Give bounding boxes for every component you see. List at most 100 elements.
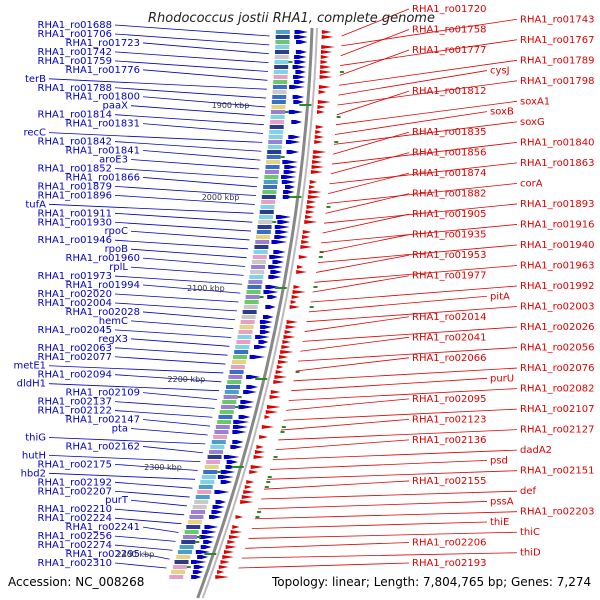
right-label-connector — [312, 275, 410, 293]
cog-band-mark — [261, 200, 276, 204]
left-label-connector — [114, 87, 267, 99]
reverse-strand-gene-mark — [220, 480, 226, 484]
left-label-connector — [114, 347, 228, 356]
forward-strand-gene-mark — [269, 395, 282, 399]
reverse-strand-gene-mark — [240, 400, 246, 404]
kbp-marker: 2300 kbp — [144, 463, 182, 472]
reverse-strand-gene-mark — [267, 295, 273, 299]
cog-band-mark — [229, 370, 244, 374]
feature-tick-mark — [339, 71, 344, 73]
forward-strand-gene-mark — [240, 500, 254, 504]
forward-strand-gene-mark — [291, 295, 300, 299]
forward-strand-gene-mark — [230, 530, 243, 534]
cog-band-mark — [274, 65, 289, 69]
left-label-connector — [142, 553, 170, 560]
cog-band-mark — [264, 175, 279, 179]
forward-strand-gene-mark — [305, 210, 315, 214]
forward-strand-gene-mark — [319, 75, 333, 79]
left-label-connector — [114, 401, 215, 409]
left-label-connector — [114, 239, 249, 250]
left-gene-label: hutH — [22, 450, 46, 461]
right-gene-label: thiD — [520, 548, 541, 559]
cog-band-mark — [271, 105, 286, 109]
forward-strand-gene-mark — [215, 575, 229, 579]
reverse-strand-gene-mark — [194, 560, 207, 564]
cog-band-mark — [269, 125, 284, 129]
cog-band-mark — [275, 40, 290, 44]
cog-band-mark — [255, 240, 270, 244]
reverse-strand-gene-mark — [225, 465, 231, 469]
cog-band-mark — [253, 250, 268, 254]
reverse-strand-gene-mark — [255, 335, 261, 339]
forward-strand-gene-mark — [310, 170, 323, 174]
forward-strand-gene-mark — [321, 45, 335, 49]
forward-strand-gene-mark — [305, 215, 314, 219]
cog-band-mark — [266, 155, 281, 159]
left-label-connector — [130, 320, 234, 329]
reverse-strand-gene-mark — [265, 285, 271, 289]
reverse-strand-gene-mark — [230, 460, 239, 464]
reverse-strand-gene-mark — [237, 420, 250, 424]
reverse-strand-gene-mark — [290, 150, 300, 154]
right-label-connector — [283, 408, 518, 421]
reverse-strand-gene-mark — [234, 445, 243, 449]
cog-band-mark — [252, 255, 267, 259]
reverse-strand-gene-mark — [288, 110, 294, 114]
left-gene-label: RHA1_ro02310 — [38, 558, 113, 569]
cog-band-mark — [197, 490, 212, 494]
reverse-strand-gene-mark — [207, 540, 214, 544]
left-gene-label: RHA1_ro01759 — [38, 56, 113, 67]
cog-band-mark — [266, 160, 281, 164]
forward-strand-gene-mark — [279, 355, 289, 359]
right-label-connector — [300, 336, 410, 352]
right-label-connector — [338, 70, 488, 96]
feature-tick-mark — [336, 116, 341, 118]
left-gene-label: RHA1_ro02295 — [66, 549, 141, 560]
accession-text: Accession: NC_008268 — [8, 575, 144, 589]
forward-strand-gene-mark — [218, 565, 229, 569]
topology-summary: Topology: linear; Length: 7,804,765 bp; … — [271, 575, 591, 589]
right-gene-label: RHA1_ro02026 — [520, 322, 595, 333]
reverse-strand-gene-mark — [279, 230, 289, 234]
left-label-connector — [114, 562, 167, 569]
left-gene-label: RHA1_ro02274 — [38, 540, 113, 551]
forward-strand-gene-mark — [312, 155, 323, 159]
right-label-connector — [336, 90, 410, 116]
reverse-strand-gene-mark — [292, 65, 298, 69]
left-gene-label: RHA1_ro01842 — [38, 137, 113, 148]
cog-band-mark — [274, 60, 289, 64]
feature-tick-mark — [281, 426, 286, 428]
forward-strand-gene-mark — [220, 560, 230, 564]
left-label-connector — [114, 356, 226, 365]
left-gene-label: paaX — [103, 101, 129, 112]
reverse-strand-gene-mark — [282, 195, 288, 199]
feature-tick-mark — [217, 471, 222, 473]
right-gene-label: RHA1_ro01953 — [412, 250, 487, 261]
right-gene-label: def — [520, 486, 537, 497]
cog-band-mark — [264, 170, 279, 174]
left-label-connector — [130, 248, 247, 259]
cog-band-mark — [275, 30, 290, 34]
cog-band-mark — [231, 360, 246, 364]
cog-band-mark — [200, 480, 215, 484]
left-label-connector — [142, 96, 266, 108]
reverse-strand-gene-mark — [203, 535, 215, 539]
reverse-strand-gene-mark — [259, 330, 265, 334]
forward-strand-gene-mark — [318, 90, 327, 94]
reverse-strand-gene-mark — [295, 70, 301, 74]
genome-track-decoration — [169, 27, 344, 599]
right-gene-label: RHA1_ro01863 — [520, 158, 595, 169]
forward-strand-gene-mark — [317, 100, 331, 104]
cog-band-mark — [244, 300, 259, 304]
kbp-marker: 1900 kbp — [212, 101, 250, 110]
forward-strand-gene-mark — [281, 345, 291, 349]
left-label-connector — [114, 60, 268, 72]
right-label-connector — [251, 521, 488, 529]
cog-band-mark — [258, 220, 273, 224]
right-label-connector — [322, 213, 410, 234]
cog-band-mark — [224, 390, 239, 394]
left-gene-label: RHA1_ro01994 — [66, 280, 141, 291]
right-label-connector — [245, 542, 410, 549]
reverse-strand-gene-mark — [276, 260, 284, 264]
feature-tick-mark — [273, 456, 278, 458]
